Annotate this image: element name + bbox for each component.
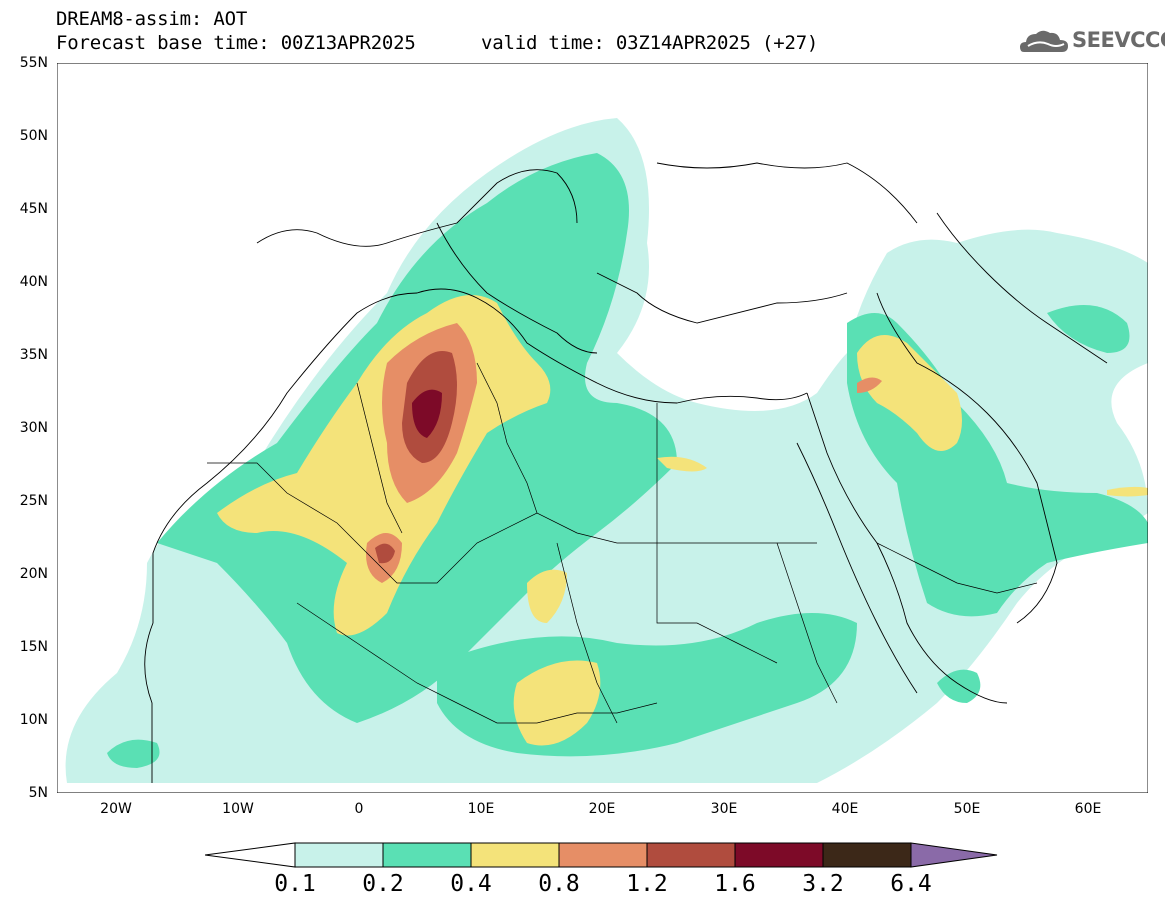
colorbar-bin-7 bbox=[822, 842, 912, 868]
lon-label-40e: 40E bbox=[831, 801, 859, 817]
colorbar-label-0.2: 0.2 bbox=[362, 871, 404, 897]
lat-label-35n: 35N bbox=[19, 347, 48, 363]
country-borders bbox=[207, 362, 1038, 724]
colorbar-bin-5 bbox=[646, 842, 736, 868]
lat-label-20n: 20N bbox=[19, 566, 48, 582]
lon-label-60e: 60E bbox=[1074, 801, 1102, 817]
colorbar-bin-6 bbox=[734, 842, 824, 868]
aot-field-1.6 bbox=[412, 389, 442, 438]
aot-map bbox=[57, 63, 1148, 793]
colorbar-under-arrow bbox=[205, 842, 296, 868]
aot-colorbar bbox=[205, 842, 998, 868]
coastlines bbox=[57, 63, 1148, 793]
lat-label-10n: 10N bbox=[19, 712, 48, 728]
lat-label-15n: 15N bbox=[19, 639, 48, 655]
lon-label-20e: 20E bbox=[588, 801, 616, 817]
colorbar-bin-3 bbox=[470, 842, 560, 868]
cloud-logo-icon bbox=[1020, 30, 1068, 52]
lon-label-0: 0 bbox=[354, 801, 364, 817]
lon-label-10e: 10E bbox=[467, 801, 495, 817]
map-title: DREAM8-assim: AOT bbox=[56, 8, 248, 30]
lat-label-40n: 40N bbox=[19, 274, 48, 290]
colorbar-bin-1 bbox=[294, 842, 384, 868]
lat-label-25n: 25N bbox=[19, 493, 48, 509]
logo-text: SEEVCCC bbox=[1072, 28, 1165, 52]
valid-time: valid time: 03Z14APR2025 (+27) bbox=[481, 32, 819, 54]
colorbar-bin-2 bbox=[382, 842, 472, 868]
colorbar-over-arrow bbox=[910, 842, 998, 868]
colorbar-label-6.4: 6.4 bbox=[890, 871, 932, 897]
colorbar-label-0.8: 0.8 bbox=[538, 871, 580, 897]
lon-label-50e: 50E bbox=[953, 801, 981, 817]
map-canvas bbox=[57, 63, 1148, 793]
lon-label-10w: 10W bbox=[222, 801, 254, 817]
lat-label-45n: 45N bbox=[19, 201, 48, 217]
lat-label-55n: 55N bbox=[19, 55, 48, 71]
colorbar-label-1.2: 1.2 bbox=[626, 871, 668, 897]
colorbar-label-0.4: 0.4 bbox=[450, 871, 492, 897]
colorbar-bin-4 bbox=[558, 842, 648, 868]
lat-label-50n: 50N bbox=[19, 128, 48, 144]
colorbar-label-0.1: 0.1 bbox=[274, 871, 316, 897]
forecast-base-time: Forecast base time: 00Z13APR2025 bbox=[56, 32, 416, 54]
lon-label-20w: 20W bbox=[100, 801, 132, 817]
lat-label-30n: 30N bbox=[19, 420, 48, 436]
lat-label-5n: 5N bbox=[28, 785, 48, 801]
colorbar-label-3.2: 3.2 bbox=[802, 871, 844, 897]
colorbar-label-1.6: 1.6 bbox=[714, 871, 756, 897]
lon-label-30e: 30E bbox=[710, 801, 738, 817]
